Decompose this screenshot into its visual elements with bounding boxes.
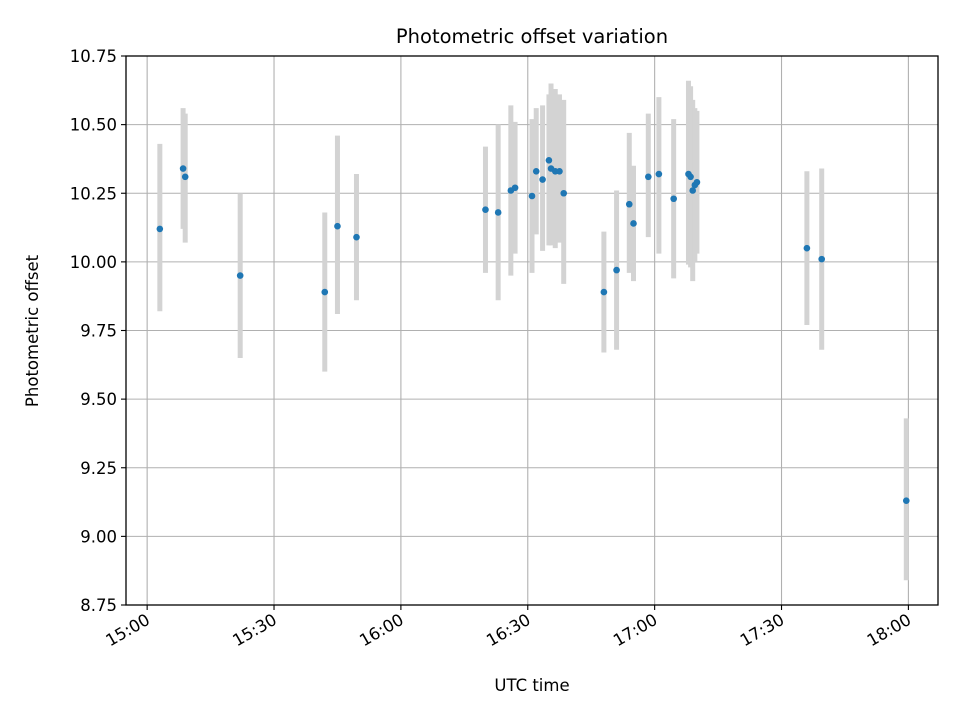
chart-title: Photometric offset variation: [396, 25, 668, 48]
y-tick-label: 9.50: [80, 390, 117, 409]
data-point: [630, 220, 637, 227]
data-point: [560, 189, 568, 197]
data-point: [803, 244, 811, 252]
data-point: [693, 178, 701, 186]
y-axis-title: Photometric offset: [23, 254, 42, 407]
data-point: [181, 173, 189, 181]
x-tick-label: 16:30: [483, 610, 534, 650]
data-point: [689, 187, 697, 194]
x-tick-label: 16:00: [356, 610, 407, 650]
data-point: [670, 195, 677, 203]
y-tick-label: 8.75: [80, 596, 117, 615]
data-point: [600, 288, 608, 296]
data-point: [482, 206, 489, 214]
data-point: [625, 200, 633, 208]
x-tick-label: 17:30: [737, 610, 788, 650]
y-tick-label: 9.00: [80, 527, 117, 546]
data-point: [236, 272, 244, 279]
data-points: [156, 157, 910, 504]
data-point: [334, 222, 341, 230]
data-point: [556, 167, 563, 175]
x-tick-label: 18:00: [864, 610, 915, 650]
x-tick-label: 17:00: [610, 610, 661, 650]
data-point: [179, 165, 187, 172]
data-point: [511, 184, 519, 192]
y-tick-label: 10.75: [70, 47, 117, 66]
data-point: [613, 266, 620, 274]
data-point: [655, 170, 663, 178]
data-point: [645, 173, 652, 181]
data-point: [545, 157, 553, 164]
data-point: [818, 255, 825, 263]
y-tick-label: 10.00: [70, 253, 117, 272]
x-axis-title: UTC time: [494, 676, 569, 695]
y-tick-label: 10.50: [70, 116, 117, 135]
data-point: [902, 497, 910, 504]
data-point: [321, 288, 329, 296]
data-point: [494, 209, 502, 216]
data-point: [532, 167, 540, 175]
axis-ticks: 15:00 15:30 16:00 16:30 17:00 17:30 18:00 8.75 9…: [70, 47, 915, 650]
data-point: [156, 225, 164, 233]
y-tick-label: 9.25: [80, 459, 117, 478]
data-point: [353, 233, 360, 241]
data-point: [687, 173, 694, 181]
x-tick-label: 15:30: [229, 610, 280, 650]
data-point: [528, 192, 536, 200]
x-tick-label: 15:00: [102, 610, 153, 650]
y-tick-label: 9.75: [80, 322, 117, 341]
y-tick-label: 10.25: [70, 184, 117, 203]
data-point: [539, 176, 546, 183]
